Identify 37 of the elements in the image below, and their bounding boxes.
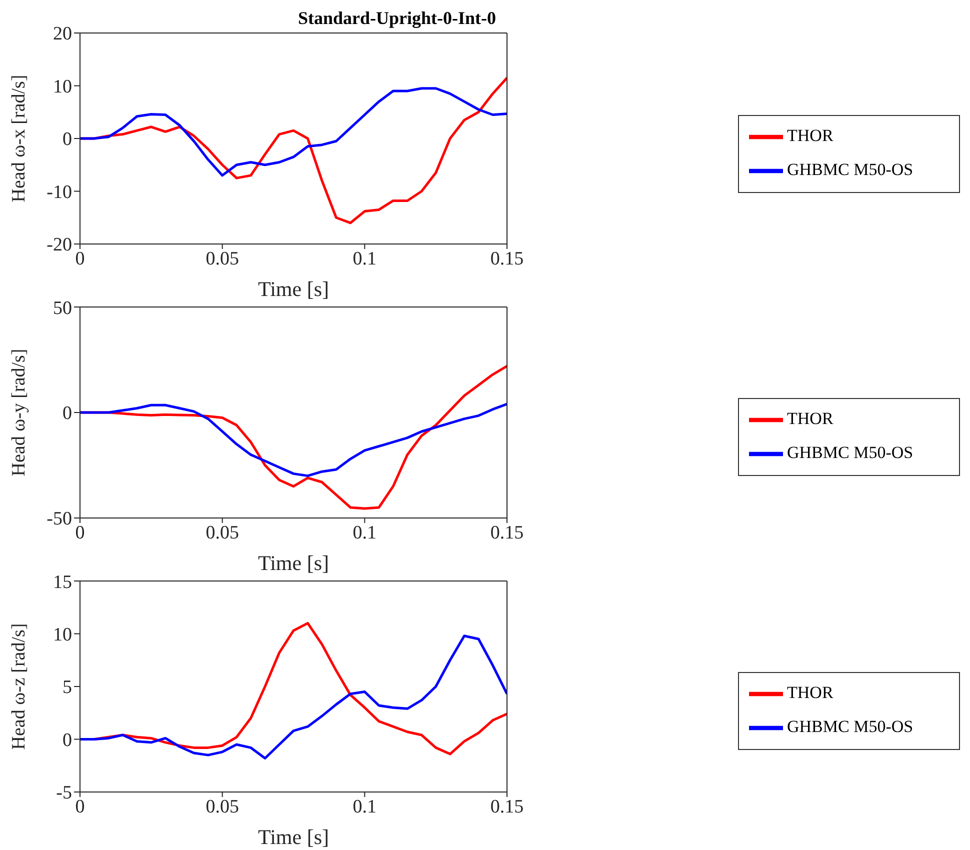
legend-label: THOR — [787, 126, 834, 145]
y-tick-label: 0 — [62, 403, 72, 424]
x-tick-label: 0.1 — [352, 248, 377, 270]
y-tick-label: 15 — [53, 572, 72, 593]
y-tick-label: 20 — [53, 24, 72, 45]
y-tick-label: 0 — [62, 730, 72, 751]
y-tick-label: 10 — [53, 76, 72, 98]
line-series — [80, 402, 507, 478]
legend-label: GHBMC M50-OS — [787, 160, 914, 179]
x-tick-label: 0.15 — [490, 248, 524, 270]
y-tick-label: 50 — [53, 298, 72, 319]
x-axis-title: Time [s] — [258, 277, 329, 301]
y-axis-title: Head ω-z [rad/s] — [8, 623, 30, 750]
legend-label: THOR — [787, 682, 834, 702]
y-tick-label: -5 — [56, 782, 72, 804]
y-tick-label: -10 — [46, 182, 72, 203]
legend-label: THOR — [787, 408, 834, 428]
x-tick-label: 0.05 — [206, 522, 239, 544]
y-axis-title: Head ω-x [rad/s] — [8, 74, 30, 202]
x-tick-label: 0.15 — [490, 796, 524, 818]
y-tick-label: -50 — [46, 508, 72, 530]
y-axis-title: Head ω-y [rad/s] — [8, 348, 30, 476]
y-tick-label: 5 — [62, 677, 72, 698]
x-axis-title: Time [s] — [258, 825, 329, 849]
y-tick-label: -20 — [46, 234, 72, 256]
y-tick-label: 10 — [53, 624, 72, 646]
x-tick-label: 0.05 — [206, 248, 239, 270]
x-tick-label: 0.15 — [490, 522, 524, 544]
x-tick-label: 0.05 — [206, 796, 239, 818]
line-series — [80, 87, 507, 177]
chart-title: Standard-Upright-0-Int-0 — [296, 8, 498, 29]
legend-label: GHBMC M50-OS — [787, 716, 914, 736]
x-tick-label: 0.1 — [352, 522, 377, 544]
x-axis-title: Time [s] — [258, 551, 329, 575]
y-tick-label: 0 — [62, 129, 72, 150]
legend-label: GHBMC M50-OS — [787, 442, 914, 462]
x-tick-label: 0.1 — [352, 796, 377, 818]
